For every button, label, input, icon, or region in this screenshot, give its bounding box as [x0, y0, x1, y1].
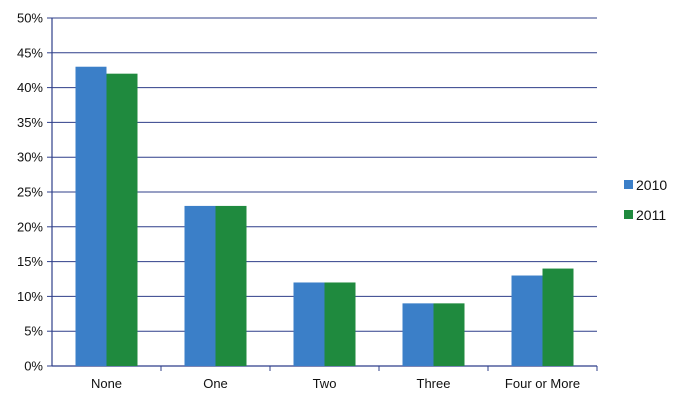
bar-2010-two: [293, 282, 325, 366]
legend-swatch-2011: [624, 210, 633, 219]
bar-2010-four-or-more: [511, 275, 543, 366]
x-tick-label: Four or More: [505, 376, 580, 391]
bar-2011-none: [106, 73, 138, 367]
legend-label-2010: 2010: [636, 177, 667, 193]
y-tick-label: 5%: [24, 324, 43, 339]
y-tick-label: 30%: [17, 150, 43, 165]
x-tick-label: None: [91, 376, 122, 391]
y-tick-label: 35%: [17, 115, 43, 130]
bar-2011-four-or-more: [542, 268, 574, 366]
legend-label-2011: 2011: [636, 207, 666, 223]
bar-2011-one: [215, 205, 247, 366]
bar-2011-two: [324, 282, 356, 366]
legend: 2010 2011: [624, 177, 667, 223]
bars: [75, 66, 574, 367]
y-tick-label: 0%: [24, 359, 43, 374]
x-tick-label: Three: [417, 376, 451, 391]
x-tick-label: Two: [313, 376, 337, 391]
bar-2010-none: [75, 66, 107, 366]
y-tick-label: 45%: [17, 45, 43, 60]
bar-2011-three: [433, 303, 465, 366]
x-tick-label: One: [203, 376, 228, 391]
y-tick-label: 25%: [17, 185, 43, 200]
y-tick-label: 50%: [17, 11, 43, 26]
y-tick-label: 20%: [17, 219, 43, 234]
axis-labels: 0% 5% 10% 15% 20% 25% 30% 35% 40% 45% 50% None One Tw…: [17, 11, 580, 392]
legend-swatch-2010: [624, 180, 633, 189]
y-tick-label: 10%: [17, 289, 43, 304]
bar-2010-three: [402, 303, 434, 366]
y-tick-label: 40%: [17, 80, 43, 95]
bar-2010-one: [184, 205, 216, 366]
y-tick-label: 15%: [17, 254, 43, 269]
gridlines: [52, 17, 597, 332]
